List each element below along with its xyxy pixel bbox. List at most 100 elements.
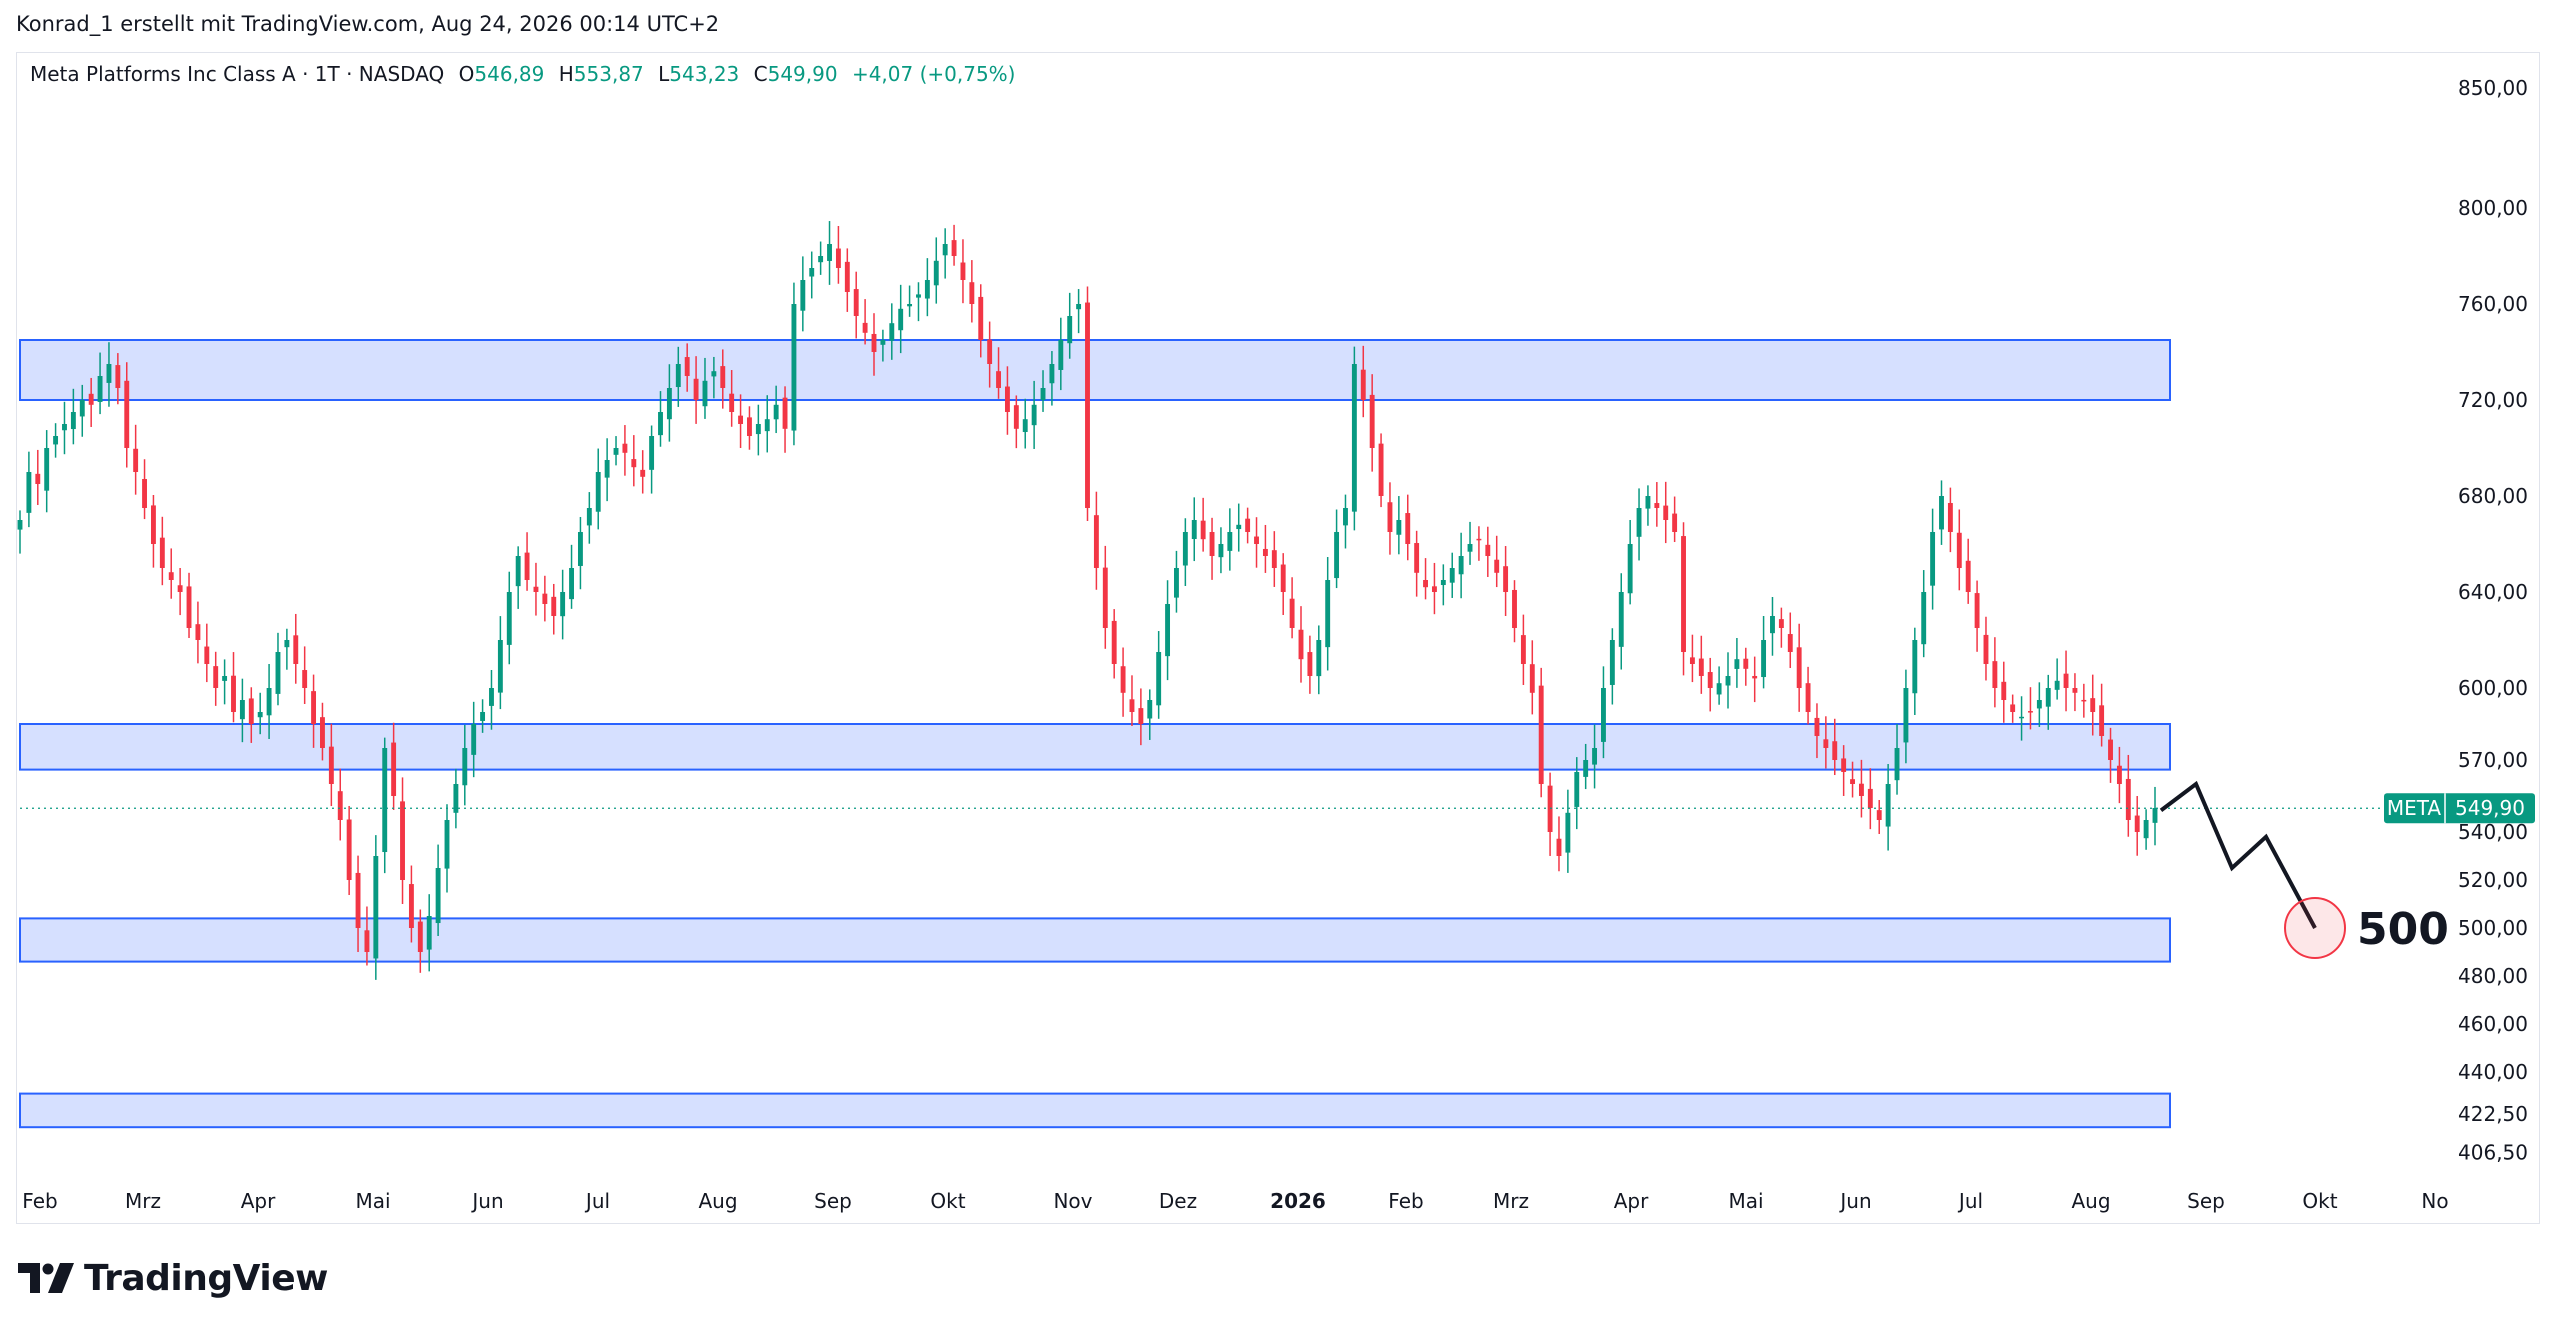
candle bbox=[364, 906, 370, 966]
legend-change: +4,07 (+0,75%) bbox=[851, 62, 1016, 86]
candle bbox=[355, 855, 361, 952]
candle-body bbox=[987, 339, 993, 364]
candle-body bbox=[177, 585, 183, 592]
candle-body bbox=[560, 592, 566, 617]
candle bbox=[1645, 485, 1651, 526]
candle bbox=[524, 532, 530, 591]
candle bbox=[586, 492, 592, 544]
candle bbox=[1930, 508, 1936, 610]
candle-body bbox=[800, 280, 806, 311]
candle bbox=[1796, 623, 1802, 712]
candle-body bbox=[1316, 640, 1322, 677]
candle bbox=[1823, 716, 1829, 769]
candle-body bbox=[70, 412, 76, 430]
candle-body bbox=[542, 593, 548, 604]
candle-body bbox=[1939, 496, 1944, 530]
candle bbox=[506, 571, 512, 665]
y-tick-label: 720,00 bbox=[2458, 388, 2528, 412]
candle bbox=[1912, 627, 1918, 716]
y-tick-label: 760,00 bbox=[2458, 292, 2528, 316]
candle bbox=[1485, 526, 1491, 577]
candle-body bbox=[1360, 369, 1366, 400]
candle bbox=[1396, 496, 1402, 555]
candle bbox=[2152, 786, 2158, 846]
candle-body bbox=[1983, 634, 1989, 664]
candle bbox=[1147, 689, 1153, 740]
candle-body bbox=[1743, 658, 1749, 669]
candle-body bbox=[1182, 532, 1188, 566]
candle bbox=[435, 844, 441, 936]
candle-body bbox=[1200, 520, 1206, 540]
candle-body bbox=[2001, 681, 2007, 700]
candle-body bbox=[506, 592, 512, 645]
candle-body bbox=[773, 404, 779, 420]
candle-body bbox=[168, 572, 174, 580]
y-tick-label: 600,00 bbox=[2458, 676, 2528, 700]
candle bbox=[595, 448, 601, 530]
x-tick-label: Sep bbox=[2187, 1189, 2225, 1213]
candle bbox=[337, 768, 343, 841]
candle bbox=[1752, 656, 1758, 703]
candle-body bbox=[1689, 657, 1695, 664]
legend-low-value: 543,23 bbox=[669, 62, 740, 86]
candle bbox=[1209, 517, 1215, 580]
tradingview-logo[interactable]: TradingView bbox=[18, 1258, 328, 1299]
y-tick-label: 500,00 bbox=[2458, 916, 2528, 940]
candle bbox=[1885, 764, 1891, 851]
last-price-symbol: META bbox=[2387, 796, 2442, 820]
candle-body bbox=[1645, 496, 1651, 509]
candle-body bbox=[311, 691, 317, 724]
candle bbox=[577, 516, 583, 590]
candle-body bbox=[2152, 808, 2158, 823]
candle-body bbox=[1156, 652, 1162, 706]
candle-body bbox=[444, 820, 450, 869]
candle-body bbox=[835, 248, 841, 268]
candle-body bbox=[933, 260, 939, 286]
candle-body bbox=[239, 700, 245, 720]
candle-body bbox=[1894, 748, 1900, 781]
y-tick-label: 800,00 bbox=[2458, 196, 2528, 220]
y-tick-label: 640,00 bbox=[2458, 580, 2528, 604]
candle bbox=[1334, 509, 1340, 589]
candle-body bbox=[1672, 513, 1678, 532]
candle-body bbox=[1574, 772, 1580, 807]
candle bbox=[1022, 398, 1028, 449]
candle-body bbox=[942, 244, 948, 256]
candle bbox=[1778, 607, 1784, 648]
candle-body bbox=[1067, 316, 1073, 344]
candle-body bbox=[738, 415, 744, 424]
candle-body bbox=[408, 884, 414, 928]
candle bbox=[1761, 616, 1767, 689]
candle bbox=[1512, 580, 1517, 643]
candle bbox=[1182, 518, 1188, 586]
candle-body bbox=[213, 666, 219, 688]
candle bbox=[391, 722, 397, 811]
candle bbox=[1387, 482, 1393, 555]
candle-body bbox=[462, 748, 468, 786]
candle-body bbox=[1076, 304, 1082, 310]
candle bbox=[2108, 727, 2113, 783]
candle-body bbox=[1458, 556, 1464, 575]
projection-path bbox=[2159, 780, 2317, 929]
candle bbox=[1440, 564, 1446, 606]
candle-body bbox=[355, 872, 361, 928]
x-tick-label: Sep bbox=[814, 1189, 852, 1213]
tradingview-logo-icon bbox=[18, 1263, 74, 1293]
candle bbox=[2036, 682, 2042, 727]
y-tick-label: 680,00 bbox=[2458, 484, 2528, 508]
candle bbox=[1129, 675, 1135, 726]
candle-body bbox=[26, 472, 32, 513]
candle bbox=[293, 613, 299, 684]
candle bbox=[969, 260, 975, 323]
candle-body bbox=[1431, 586, 1437, 592]
candle bbox=[426, 894, 432, 972]
candle bbox=[702, 357, 708, 419]
candle bbox=[1974, 580, 1980, 652]
candle bbox=[1832, 718, 1838, 776]
candle-body bbox=[489, 688, 494, 706]
candle bbox=[1307, 635, 1313, 694]
candle bbox=[248, 687, 254, 743]
y-tick-label: 422,50 bbox=[2458, 1102, 2528, 1126]
candle bbox=[960, 239, 966, 304]
